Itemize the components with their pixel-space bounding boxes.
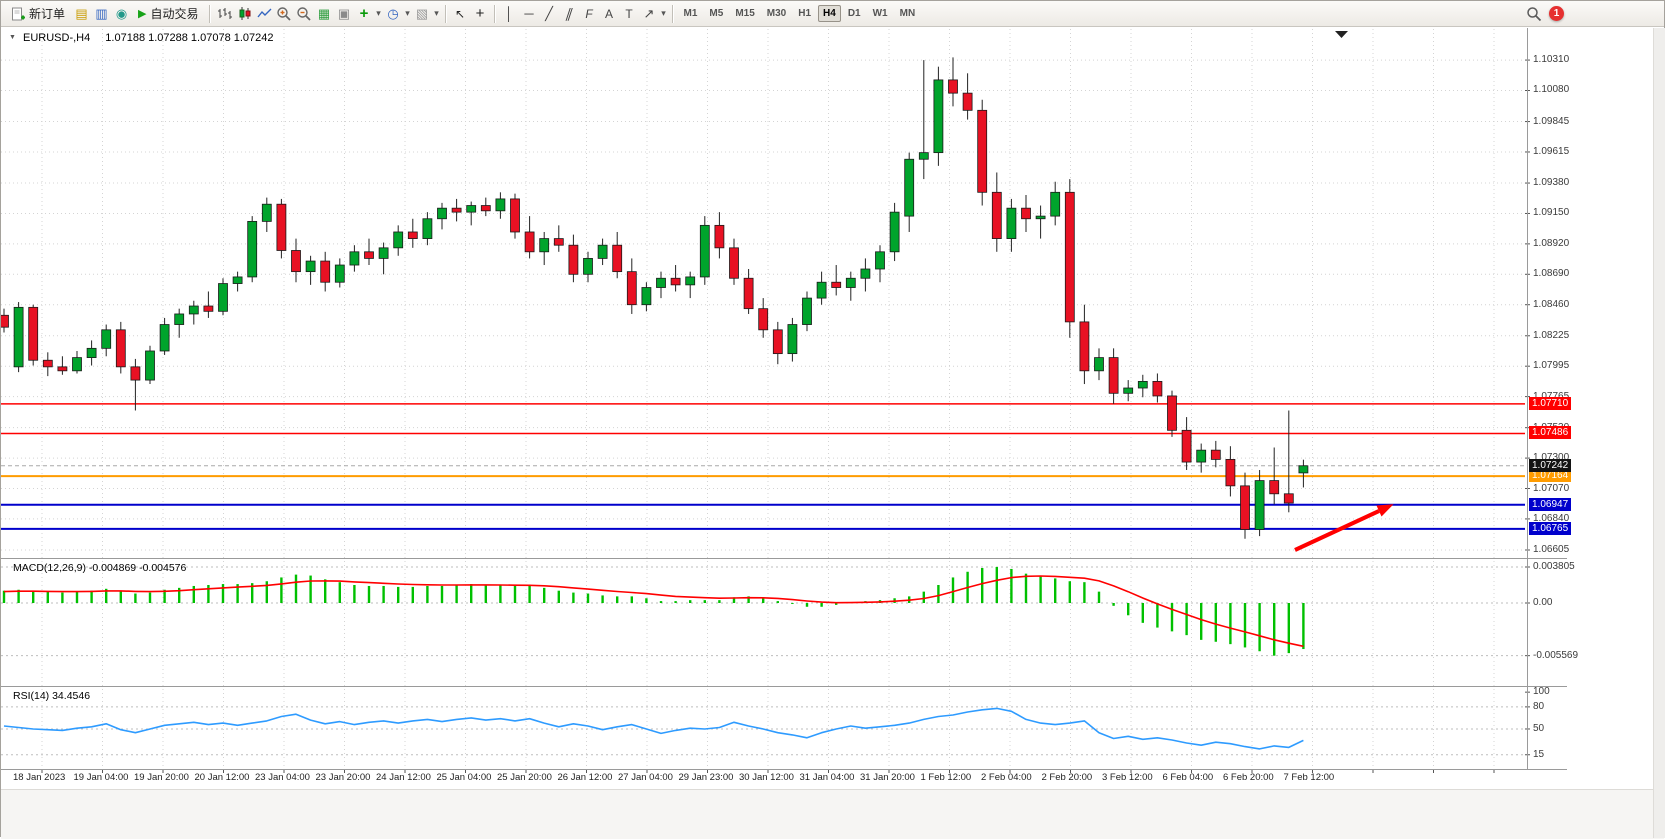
zoom-out-icon[interactable] — [295, 4, 314, 23]
macd-series — [4, 567, 1303, 656]
right-scrollbar-strip[interactable] — [1653, 28, 1665, 838]
timeframe-button-h1[interactable]: H1 — [793, 5, 816, 22]
text-tool-icon[interactable]: A — [600, 4, 619, 23]
timeframe-button-m30[interactable]: M30 — [762, 5, 791, 22]
bar-chart-glyph — [217, 6, 232, 21]
chart-window-icon[interactable]: ▤ — [72, 4, 91, 23]
timeframe-button-m5[interactable]: M5 — [704, 5, 728, 22]
trend-arrow-annotation[interactable] — [1295, 511, 1379, 550]
arrows-dropdown-icon[interactable]: ▾ — [660, 4, 668, 23]
trend-arrow-head[interactable] — [1376, 504, 1393, 516]
indicators-icon[interactable]: + — [355, 4, 374, 23]
bar-chart-icon[interactable] — [215, 4, 234, 23]
templates-icon[interactable]: ▧ — [413, 4, 432, 23]
horizontal-level-lines[interactable] — [1, 404, 1525, 529]
toolbar-separator — [445, 5, 447, 23]
zoom-in-icon[interactable] — [275, 4, 294, 23]
period-clock-icon[interactable]: ◷ — [384, 4, 403, 23]
chart-symbol-label: EURUSD-,H4 — [23, 32, 90, 44]
crosshair-tool-icon[interactable]: + — [471, 4, 490, 23]
market-watch-icon[interactable]: ▥ — [92, 4, 111, 23]
timeframe-button-m1[interactable]: M1 — [679, 5, 703, 22]
chart-annotations — [1295, 31, 1394, 550]
zoom-out-glyph — [296, 6, 312, 22]
line-chart-icon[interactable] — [255, 4, 274, 23]
new-order-label: 新订单 — [29, 5, 65, 22]
label-tool-icon[interactable]: T — [620, 4, 639, 23]
vertical-line-tool-icon[interactable]: │ — [500, 4, 519, 23]
rsi-indicator-label: RSI(14) 34.4546 — [13, 690, 90, 702]
templates-dropdown-icon[interactable]: ▾ — [433, 4, 441, 23]
trendline-tool-icon[interactable]: ╱ — [540, 4, 559, 23]
candlestick-chart-icon[interactable] — [235, 4, 254, 23]
timeframe-button-m15[interactable]: M15 — [730, 5, 759, 22]
timeframe-button-w1[interactable]: W1 — [868, 5, 893, 22]
new-order-button[interactable]: 新订单 — [5, 4, 71, 24]
horizontal-line-tool-icon[interactable]: ─ — [520, 4, 539, 23]
cursor-tool-icon[interactable]: ↖ — [451, 4, 470, 23]
grid-lines — [1, 29, 1525, 769]
chart-header: EURUSD-,H4 1.07188 1.07288 1.07078 1.072… — [23, 32, 274, 44]
rsi-series — [4, 708, 1303, 749]
candlestick-glyph — [237, 6, 252, 21]
search-glyph — [1526, 6, 1542, 22]
axis-ticks — [1, 28, 1567, 773]
zoom-in-glyph — [276, 6, 292, 22]
indicators-dropdown-icon[interactable]: ▾ — [375, 4, 383, 23]
arrows-tool-icon[interactable]: ↗ — [640, 4, 659, 23]
search-icon[interactable] — [1524, 4, 1543, 23]
new-order-icon — [11, 7, 25, 21]
chart-ohlc-values: 1.07188 1.07288 1.07078 1.07242 — [105, 32, 273, 44]
toolbar-separator — [672, 5, 674, 23]
macd-indicator-label: MACD(12,26,9) -0.004869 -0.004576 — [13, 562, 186, 574]
timeframe-button-mn[interactable]: MN — [895, 5, 921, 22]
timeframe-button-d1[interactable]: D1 — [843, 5, 866, 22]
period-dropdown-icon[interactable]: ▾ — [404, 4, 412, 23]
candlestick-series — [1, 57, 1308, 538]
scroll-to-end-marker-icon[interactable] — [1335, 31, 1348, 38]
toolbar-separator — [209, 5, 211, 23]
new-window-icon[interactable]: ▣ — [335, 4, 354, 23]
fibonacci-tool-icon[interactable]: F — [580, 4, 599, 23]
autotrading-play-icon: ▶ — [138, 7, 146, 20]
channel-tool-icon[interactable]: ∥ — [556, 4, 581, 23]
toolbar-right-cluster: 1 — [1524, 4, 1660, 23]
timeframe-button-h4[interactable]: H4 — [818, 5, 841, 22]
autotrading-button[interactable]: ▶ 自动交易 — [132, 4, 204, 24]
toolbar-separator — [494, 5, 496, 23]
main-toolbar: 新订单 ▤ ▥ ◉ ▶ 自动交易 — [1, 1, 1664, 27]
tile-windows-icon[interactable]: ▦ — [315, 4, 334, 23]
notification-badge[interactable]: 1 — [1549, 6, 1564, 21]
window-bottom-area — [1, 789, 1664, 839]
autotrading-label: 自动交易 — [150, 5, 198, 22]
one-click-collapse-icon[interactable]: ▼ — [9, 34, 16, 41]
line-chart-glyph — [257, 6, 272, 21]
navigator-icon[interactable]: ◉ — [112, 4, 131, 23]
